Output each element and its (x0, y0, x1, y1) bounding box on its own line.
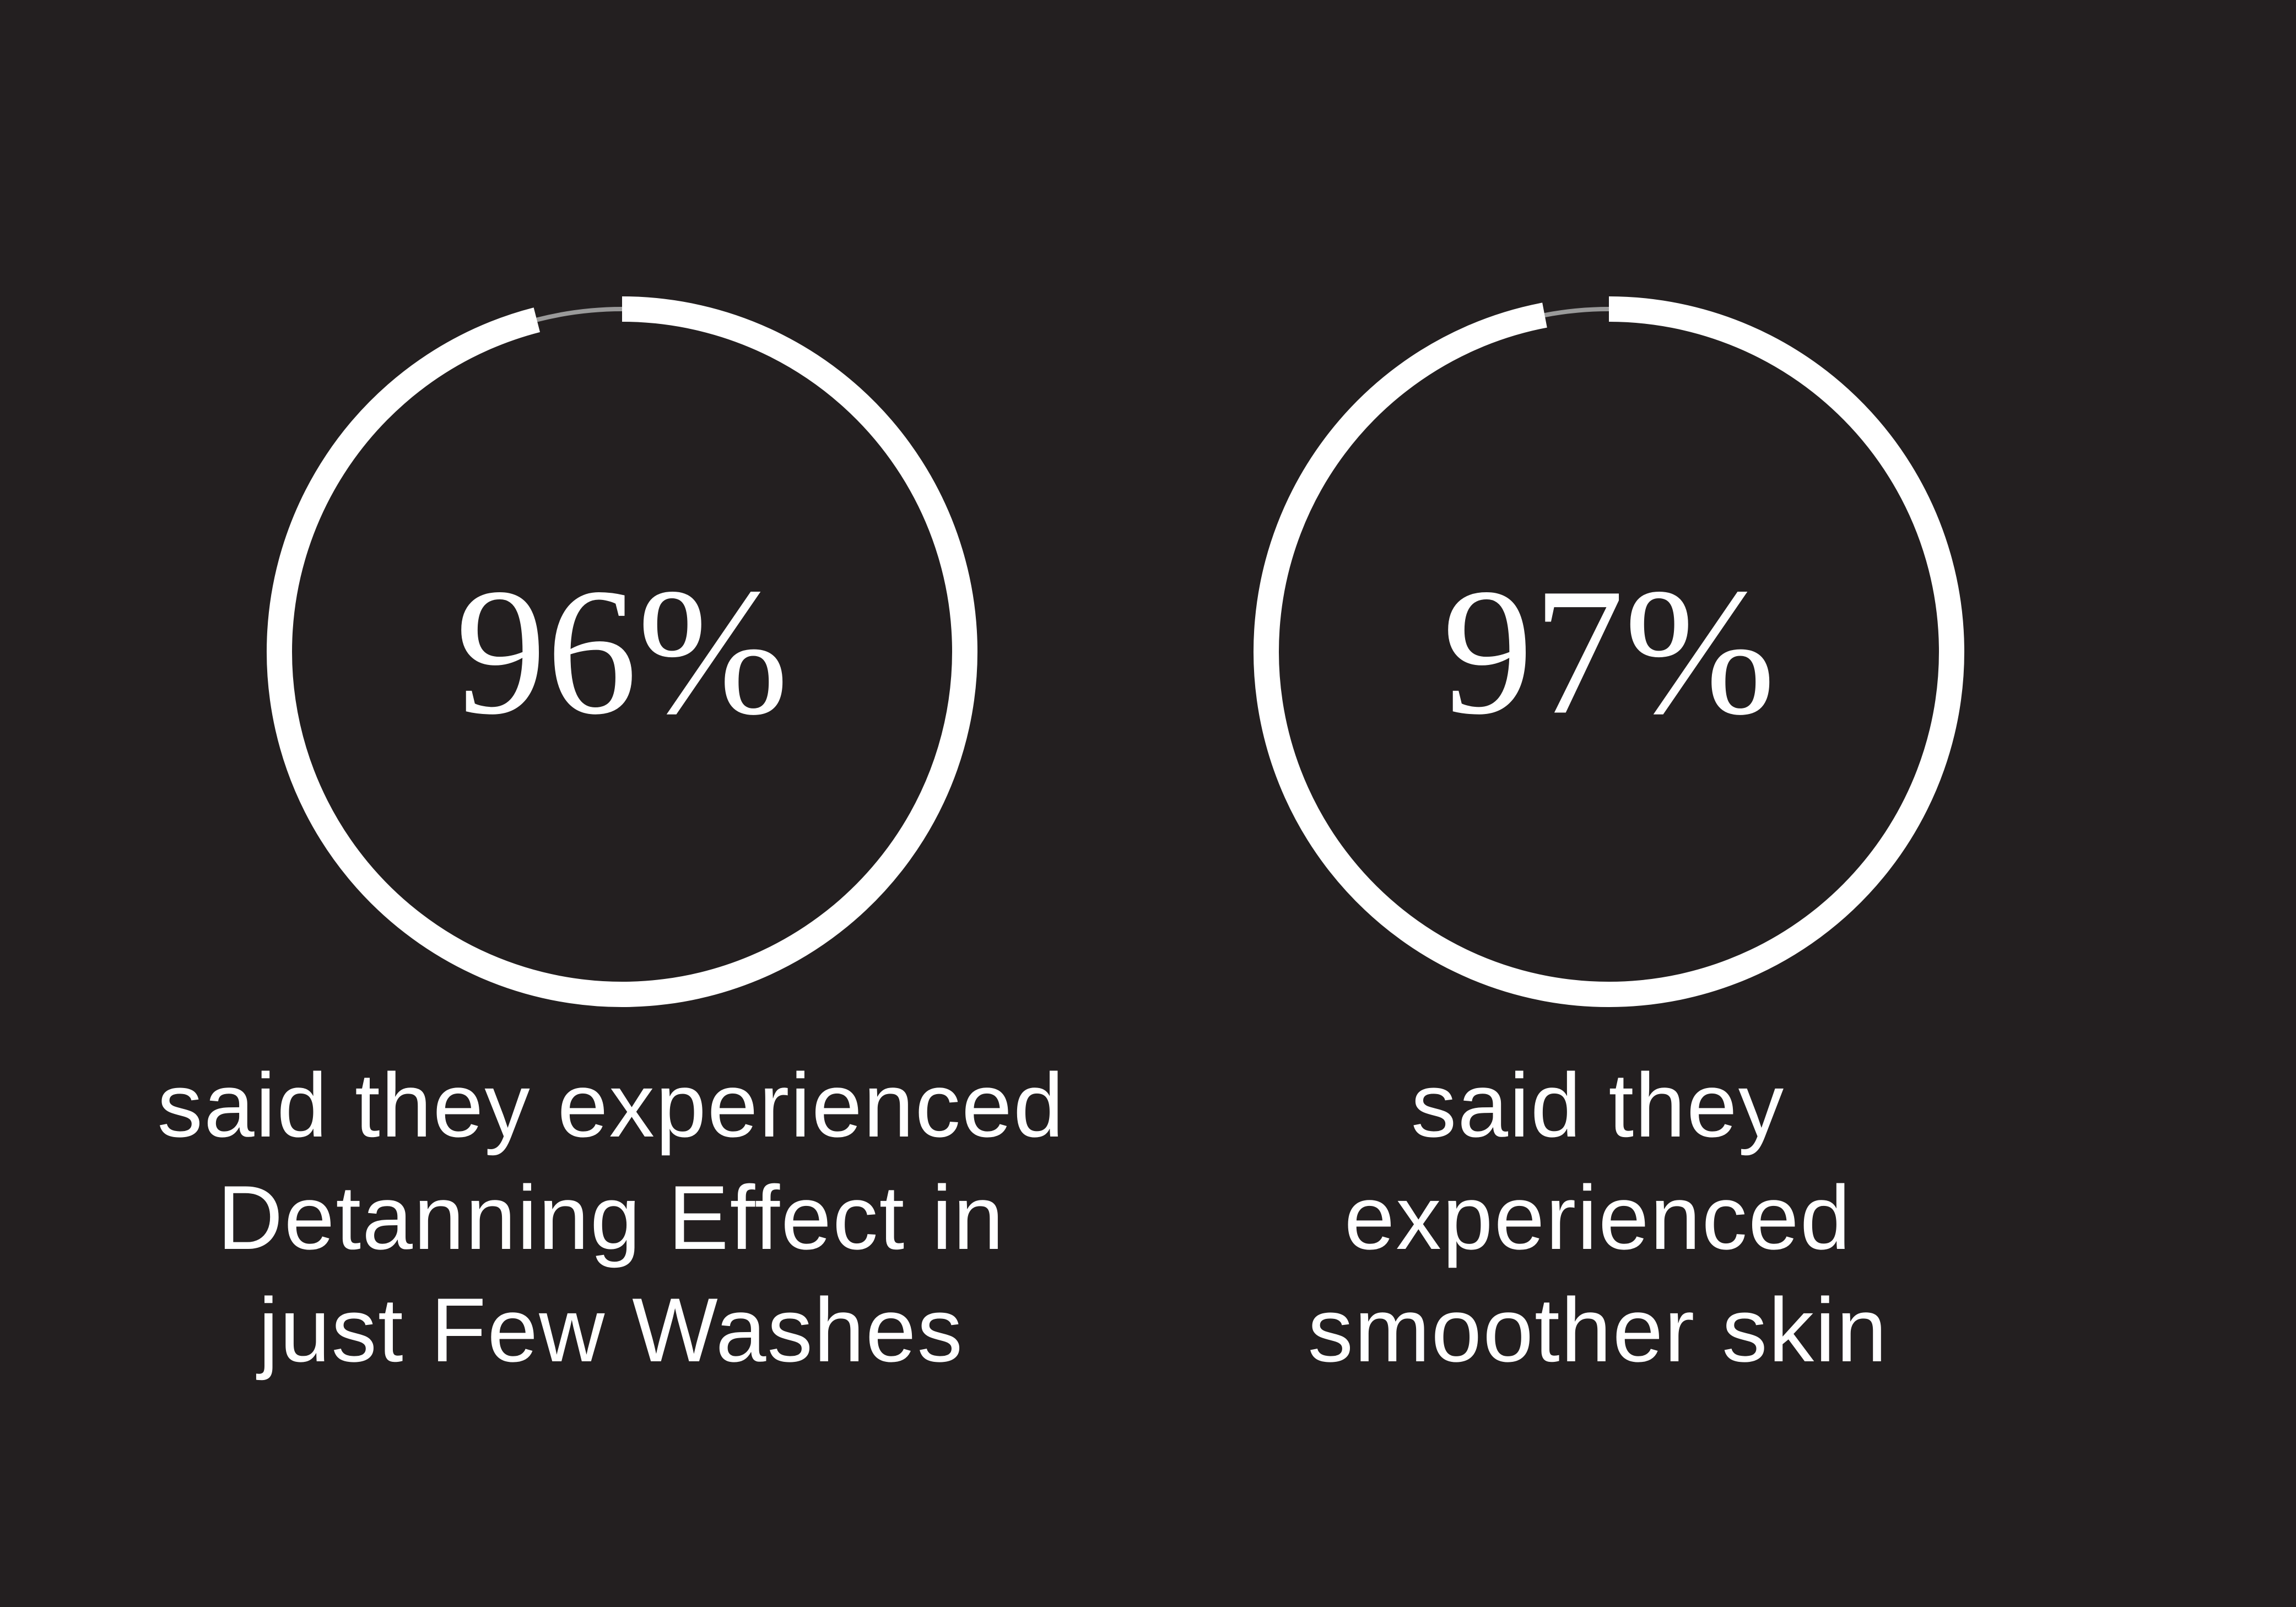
ring-track (536, 307, 623, 322)
ring-track (1544, 307, 1609, 317)
percentage-label: 97% (1443, 551, 1776, 753)
ring-progress (1254, 296, 1964, 1007)
percentage-label: 96% (456, 551, 789, 753)
caption-line: Detanning Effect in (217, 1167, 1004, 1268)
caption-line: just Few Washes (256, 1279, 964, 1381)
caption-line: said they experienced (157, 1054, 1065, 1156)
ring-progress (267, 296, 977, 1007)
caption-line: experienced (1344, 1167, 1852, 1268)
caption-line: said they (1411, 1054, 1785, 1156)
caption-line: smoother skin (1308, 1279, 1888, 1381)
